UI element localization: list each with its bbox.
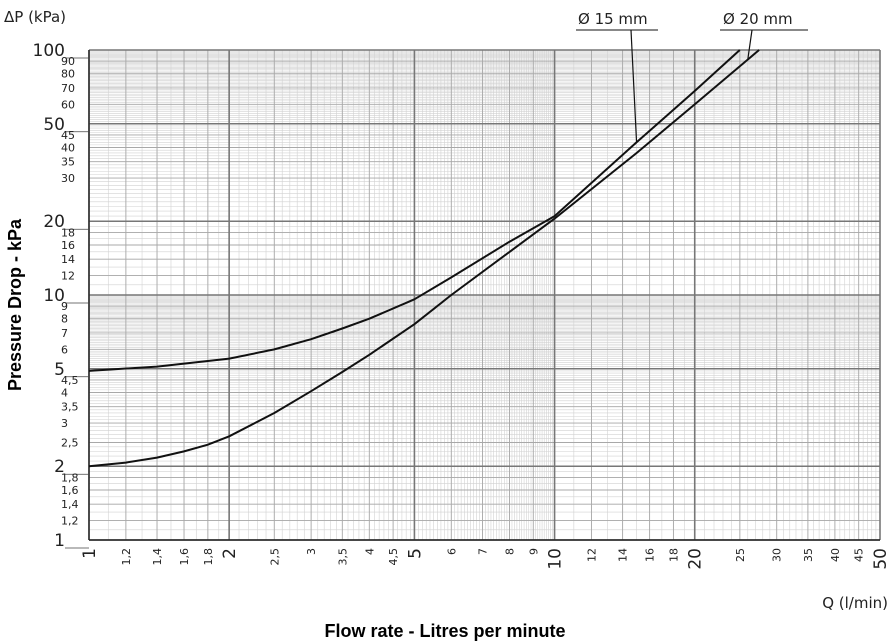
y-tick-label-major: 100 — [33, 41, 65, 61]
y-tick-label-major: 20 — [43, 212, 65, 232]
x-tick-label-major: 2 — [220, 548, 240, 559]
y-tick-label-major: 10 — [43, 286, 65, 306]
y-tick-label-minor: 40 — [61, 141, 75, 154]
y-tick-label-minor: 35 — [61, 156, 75, 169]
y-tick-label-minor: 90 — [61, 55, 75, 68]
x-tick-label-minor: 1,6 — [178, 548, 191, 566]
x-tick-label-minor: 8 — [503, 548, 516, 555]
y-tick-label-minor: 80 — [61, 68, 75, 81]
series-label-dia-20mm: Ø 20 mm — [723, 10, 793, 28]
x-tick-label-minor: 12 — [585, 548, 598, 562]
x-tick-label-minor: 35 — [802, 548, 815, 562]
x-tick-label-minor: 9 — [527, 548, 540, 555]
x-tick-label-major: 10 — [546, 548, 566, 570]
x-tick-label-minor: 4,5 — [387, 548, 400, 566]
series-line-dia-15mm — [88, 49, 741, 372]
x-tick-label-minor: 14 — [617, 548, 630, 562]
series-labels: Ø 15 mm Ø 20 mm — [576, 10, 808, 143]
series-leader-line — [630, 29, 638, 143]
grid — [88, 49, 881, 541]
y-tick-label-minor: 3,5 — [61, 401, 79, 414]
x-unit-label: Q (l/min) — [822, 594, 888, 612]
y-tick-label-major: 1 — [54, 531, 65, 551]
series-lines — [88, 49, 760, 468]
y-tick-label-minor: 8 — [61, 313, 68, 326]
y-unit-label: ΔP (kPa) — [4, 8, 66, 26]
y-tick-label-minor: 4,5 — [61, 374, 79, 387]
y-tick-label-minor: 14 — [61, 253, 75, 266]
x-tick-label-minor: 7 — [476, 548, 489, 555]
y-tick-label-minor: 6 — [61, 343, 68, 356]
y-tick-label-major: 50 — [43, 115, 65, 135]
x-tick-label-major: 5 — [405, 548, 425, 559]
y-tick-label-minor: 7 — [61, 327, 68, 340]
x-tick-label-minor: 4 — [363, 548, 376, 555]
tick-labels: 1251020501001,21,41,61,82,533,544,567891… — [33, 41, 891, 570]
x-tick-label-minor: 1,2 — [120, 548, 133, 566]
x-tick-label-minor: 1,8 — [202, 548, 215, 566]
x-tick-label-minor: 18 — [667, 548, 680, 562]
y-tick-label-minor: 18 — [61, 226, 75, 239]
x-tick-label-minor: 3 — [305, 548, 318, 555]
x-axis-title: Flow rate - Litres per minute — [324, 621, 565, 641]
y-tick-label-minor: 9 — [61, 300, 68, 313]
y-tick-label-major: 2 — [54, 457, 65, 477]
y-tick-label-minor: 60 — [61, 98, 75, 111]
y-tick-label-minor: 70 — [61, 82, 75, 95]
series-label-dia-15mm: Ø 15 mm — [578, 10, 648, 28]
y-tick-label-minor: 1,2 — [61, 515, 79, 528]
x-tick-label-minor: 16 — [644, 548, 657, 562]
x-tick-label-minor: 30 — [771, 548, 784, 562]
series-leader-line — [747, 29, 753, 60]
y-tick-label-minor: 1,4 — [61, 498, 79, 511]
y-tick-label-minor: 1,8 — [61, 471, 79, 484]
x-tick-label-major: 50 — [871, 548, 891, 570]
y-tick-label-minor: 3 — [61, 417, 68, 430]
y-tick-label-minor: 12 — [61, 270, 75, 283]
x-tick-label-minor: 6 — [445, 548, 458, 555]
x-tick-label-minor: 25 — [734, 548, 747, 562]
x-tick-label-minor: 1,4 — [151, 548, 164, 566]
y-tick-label-minor: 45 — [61, 129, 75, 142]
y-tick-label-minor: 2,5 — [61, 437, 79, 450]
x-tick-label-major: 1 — [80, 548, 100, 559]
y-tick-label-minor: 30 — [61, 172, 75, 185]
x-tick-label-minor: 2,5 — [268, 548, 281, 566]
x-tick-label-major: 20 — [686, 548, 706, 570]
y-tick-label-major: 5 — [54, 360, 65, 380]
x-tick-label-minor: 3,5 — [336, 548, 349, 566]
series-line-dia-20mm — [88, 49, 760, 468]
y-axis-title: Pressure Drop - kPa — [5, 218, 25, 391]
y-tick-label-minor: 1,6 — [61, 484, 79, 497]
y-tick-label-minor: 4 — [61, 386, 68, 399]
x-tick-label-minor: 45 — [853, 548, 866, 562]
x-tick-label-minor: 40 — [829, 548, 842, 562]
y-tick-label-minor: 16 — [61, 239, 75, 252]
